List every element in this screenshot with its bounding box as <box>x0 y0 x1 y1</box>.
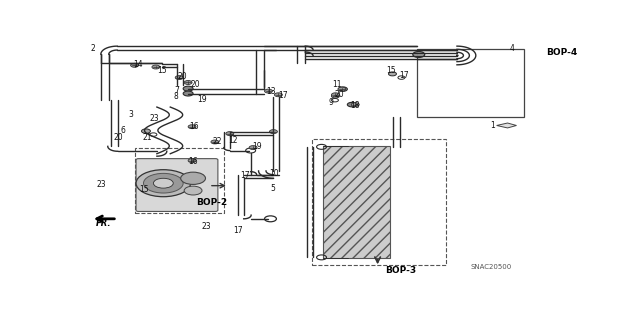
Circle shape <box>131 63 138 67</box>
Text: 1: 1 <box>490 122 495 130</box>
Circle shape <box>188 125 196 129</box>
Bar <box>323 146 390 258</box>
Text: 22: 22 <box>213 137 223 146</box>
Circle shape <box>388 72 396 76</box>
Polygon shape <box>497 123 516 128</box>
Text: 23: 23 <box>150 114 159 123</box>
Text: 16: 16 <box>188 157 198 166</box>
Text: 20: 20 <box>190 80 200 89</box>
Text: 12: 12 <box>228 137 237 145</box>
Text: 21: 21 <box>143 132 152 142</box>
FancyBboxPatch shape <box>136 159 218 211</box>
Circle shape <box>226 132 234 136</box>
Circle shape <box>141 129 150 133</box>
Text: 6: 6 <box>121 126 125 135</box>
Text: 9: 9 <box>329 98 334 107</box>
Circle shape <box>348 102 356 107</box>
Text: BOP-2: BOP-2 <box>196 197 227 207</box>
Circle shape <box>154 178 173 188</box>
Text: 19: 19 <box>252 142 262 151</box>
Bar <box>312 139 446 265</box>
Text: 8: 8 <box>173 92 179 101</box>
Bar <box>134 148 224 213</box>
Text: 19: 19 <box>197 95 207 104</box>
Circle shape <box>184 80 192 85</box>
Circle shape <box>143 174 183 193</box>
Circle shape <box>332 93 339 97</box>
Circle shape <box>180 172 205 184</box>
Circle shape <box>269 130 277 134</box>
Circle shape <box>183 86 193 91</box>
Circle shape <box>183 91 193 96</box>
Text: 18: 18 <box>350 100 360 110</box>
Text: 10: 10 <box>269 169 279 178</box>
Text: 11: 11 <box>332 80 342 89</box>
Text: 23: 23 <box>97 180 106 189</box>
Circle shape <box>188 159 196 163</box>
Text: 17: 17 <box>240 171 250 180</box>
Text: 16: 16 <box>189 122 199 131</box>
Bar <box>417 49 524 117</box>
Text: 3: 3 <box>129 110 134 119</box>
Text: 17: 17 <box>233 226 243 235</box>
Text: BOP-4: BOP-4 <box>547 48 577 57</box>
Text: 5: 5 <box>271 184 275 193</box>
Circle shape <box>211 140 219 144</box>
Circle shape <box>152 65 160 69</box>
Circle shape <box>413 52 425 57</box>
Text: 13: 13 <box>266 86 276 96</box>
Circle shape <box>264 89 273 93</box>
Circle shape <box>275 93 282 97</box>
Text: 17: 17 <box>399 71 408 80</box>
Text: 23: 23 <box>202 222 211 231</box>
Circle shape <box>351 103 359 107</box>
Circle shape <box>249 145 257 150</box>
Text: 20: 20 <box>335 90 344 99</box>
Text: 15: 15 <box>157 66 166 76</box>
Circle shape <box>136 170 191 197</box>
Circle shape <box>339 87 348 91</box>
Circle shape <box>184 186 202 195</box>
Text: BOP-3: BOP-3 <box>385 266 417 275</box>
Text: FR.: FR. <box>96 219 111 228</box>
Text: 14: 14 <box>134 60 143 69</box>
Text: 17: 17 <box>278 91 288 100</box>
Text: 4: 4 <box>509 44 515 53</box>
Circle shape <box>175 76 183 79</box>
Text: 20: 20 <box>177 72 187 81</box>
Text: 15: 15 <box>386 66 396 75</box>
Text: 7: 7 <box>175 86 180 95</box>
Text: SNAC20500: SNAC20500 <box>471 264 512 270</box>
Text: 20: 20 <box>114 132 124 142</box>
Text: 15: 15 <box>140 185 149 194</box>
Text: 2: 2 <box>91 44 95 53</box>
Circle shape <box>338 87 346 91</box>
